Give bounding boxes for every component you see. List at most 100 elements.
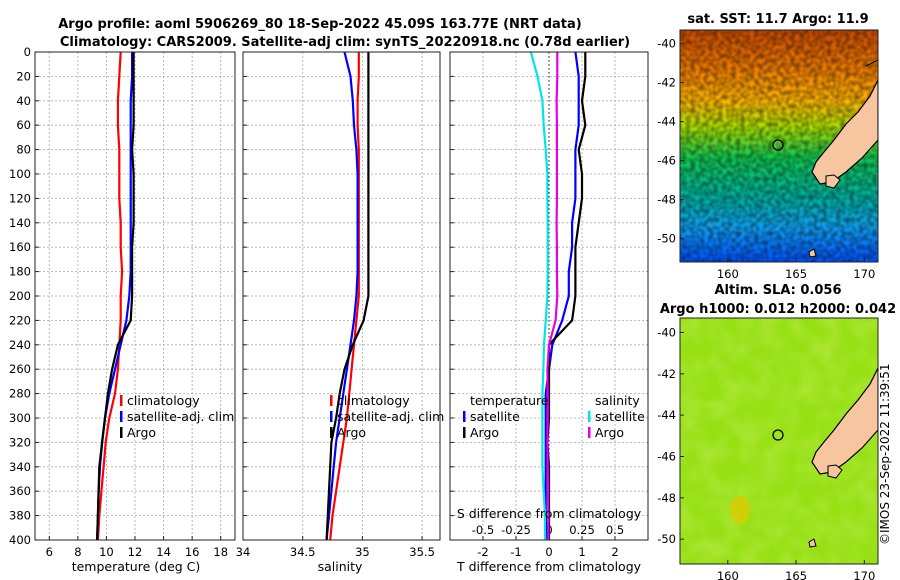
temperature-legend: climatology satellite-adj. clim Argo bbox=[120, 393, 234, 440]
sst-map-ticks: 160 165 170 -40 -42 -44 -46 -48 -50 bbox=[657, 37, 875, 281]
plot-frame bbox=[242, 51, 441, 541]
legend-label-satellite: satellite-adj. clim bbox=[337, 409, 444, 424]
x-tick-label: -2 bbox=[477, 545, 488, 559]
legend-label-t-satellite: satellite bbox=[470, 409, 520, 424]
s-diff-tick-label: -0.5 bbox=[472, 523, 494, 537]
s-diff-tick-label: 0.5 bbox=[606, 523, 624, 537]
legend-swatch-s-satellite bbox=[588, 411, 591, 422]
series-line-temperature-satellite bbox=[544, 51, 580, 541]
series-line-argo bbox=[96, 52, 135, 541]
difference-legend: temperature satellite Argo salinity sate… bbox=[463, 393, 645, 440]
map-y-tick-label: -48 bbox=[657, 193, 676, 207]
legend-swatch-climatology bbox=[330, 395, 333, 406]
plot-frame bbox=[34, 51, 236, 541]
legend-label-t-argo: Argo bbox=[470, 425, 499, 440]
x-tick-label: 35 bbox=[355, 545, 370, 559]
salinity-legend: climatology satellite-adj. clim Argo bbox=[330, 393, 444, 440]
x-tick-label: 14 bbox=[156, 545, 171, 559]
x-tick-label: 12 bbox=[128, 545, 143, 559]
legend-label-s-satellite: satellite bbox=[595, 409, 645, 424]
y-tick-label: 100 bbox=[9, 167, 31, 181]
map-y-tick-label: -50 bbox=[657, 232, 676, 246]
y-tick-label: 80 bbox=[16, 143, 31, 157]
x-tick-label: 0 bbox=[545, 545, 552, 559]
land-auckland-islands bbox=[808, 538, 817, 548]
x-tick-label: 6 bbox=[46, 545, 53, 559]
y-tick-label: 20 bbox=[16, 69, 31, 83]
sla-map-ticks: 160 165 170 -40 -42 -44 -46 -48 -50 bbox=[657, 325, 875, 580]
y-tick-label: 160 bbox=[9, 240, 31, 254]
map-x-tick-label: 165 bbox=[785, 569, 807, 580]
difference-top-xlabel: S difference from climatology bbox=[457, 506, 642, 521]
legend-swatch-argo bbox=[120, 427, 123, 438]
map-y-tick-label: -42 bbox=[657, 367, 676, 381]
map-y-tick-label: -48 bbox=[657, 491, 676, 505]
x-tick-label: 10 bbox=[99, 545, 114, 559]
series-line-climatology bbox=[96, 51, 124, 541]
y-tick-label: 340 bbox=[9, 460, 31, 474]
land-stewart-island bbox=[825, 174, 841, 189]
legend-swatch-t-satellite bbox=[463, 411, 466, 422]
map-x-tick-label: 160 bbox=[717, 267, 739, 281]
map-y-tick-label: -40 bbox=[657, 37, 676, 51]
legend-label-s-argo: Argo bbox=[595, 425, 624, 440]
sst-map: sat. SST: 11.7 Argo: 11.9 160 165 170 -40 -4… bbox=[657, 12, 879, 281]
x-tick-label: 34.5 bbox=[290, 545, 316, 559]
y-tick-label: 220 bbox=[9, 313, 31, 327]
legend-title-temperature: temperature bbox=[470, 393, 549, 408]
map-x-tick-label: 170 bbox=[853, 569, 875, 580]
sla-map: Altim. SLA: 0.056 Argo h1000: 0.012 h200… bbox=[657, 283, 896, 580]
salinity-xlabel: salinity bbox=[318, 559, 363, 574]
sst-map-title: sat. SST: 11.7 Argo: 11.9 bbox=[687, 12, 868, 27]
map-y-tick-label: -44 bbox=[657, 115, 676, 129]
y-tick-label: 260 bbox=[9, 362, 31, 376]
legend-swatch-satellite bbox=[330, 411, 333, 422]
legend-swatch-climatology bbox=[120, 395, 123, 406]
y-tick-label: 60 bbox=[16, 118, 31, 132]
legend-label-climatology: climatology bbox=[127, 393, 200, 408]
y-tick-label: 320 bbox=[9, 435, 31, 449]
x-tick-label: 35.5 bbox=[409, 545, 435, 559]
legend-label-climatology: climatology bbox=[337, 393, 410, 408]
map-x-tick-label: 170 bbox=[853, 267, 875, 281]
map-y-tick-label: -46 bbox=[657, 154, 676, 168]
legend-label-argo: Argo bbox=[127, 425, 156, 440]
map-y-tick-label: -44 bbox=[657, 408, 676, 422]
legend-swatch-argo bbox=[330, 427, 333, 438]
sla-map-title-line-1: Altim. SLA: 0.056 bbox=[715, 283, 842, 298]
y-tick-label: 180 bbox=[9, 265, 31, 279]
copyright-notice: ©IMOS 23-Sep-2022 11:39:51 bbox=[878, 363, 892, 545]
plot-frame bbox=[449, 51, 649, 541]
series-line-satellite-adj-clim bbox=[96, 52, 134, 541]
map-y-tick-label: -40 bbox=[657, 325, 676, 339]
series-line-argo bbox=[325, 52, 370, 541]
land-south-island bbox=[811, 367, 878, 475]
coastline-north bbox=[865, 59, 878, 67]
sla-map-title-line-2: Argo h1000: 0.012 h2000: 0.042 bbox=[660, 302, 896, 317]
land-auckland-islands bbox=[808, 248, 817, 258]
sst-map-frame bbox=[679, 29, 879, 263]
temperature-panel: 6 8 10 12 14 16 180204060801001201401601802002… bbox=[9, 45, 236, 559]
y-tick-label: 360 bbox=[9, 484, 31, 498]
series-line-salinity-argo bbox=[546, 52, 559, 540]
y-tick-label: 140 bbox=[9, 216, 31, 230]
s-diff-tick-label: 0.25 bbox=[569, 523, 595, 537]
x-tick-label: 2 bbox=[611, 545, 618, 559]
land-stewart-island bbox=[827, 464, 843, 479]
legend-swatch-satellite bbox=[120, 411, 123, 422]
x-tick-label: 8 bbox=[74, 545, 81, 559]
y-tick-label: 380 bbox=[9, 509, 31, 523]
series-line-salinity-satellite bbox=[529, 51, 549, 540]
legend-title-salinity: salinity bbox=[595, 393, 640, 408]
map-x-tick-label: 165 bbox=[785, 267, 807, 281]
y-tick-label: 300 bbox=[9, 411, 31, 425]
y-tick-label: 40 bbox=[16, 94, 31, 108]
y-tick-label: 0 bbox=[24, 45, 31, 59]
figure-title-line-2: Climatology: CARS2009. Satellite-adj cli… bbox=[60, 35, 630, 50]
sst-argo-marker bbox=[772, 139, 784, 151]
figure-title-line-1: Argo profile: aoml 5906269_80 18-Sep-202… bbox=[58, 17, 582, 32]
map-y-tick-label: -50 bbox=[657, 532, 676, 546]
land-south-island bbox=[811, 79, 878, 185]
difference-panel: -2 -1 0 1 2-0.5 -0.25 0 0.25 0.5 bbox=[449, 51, 649, 559]
